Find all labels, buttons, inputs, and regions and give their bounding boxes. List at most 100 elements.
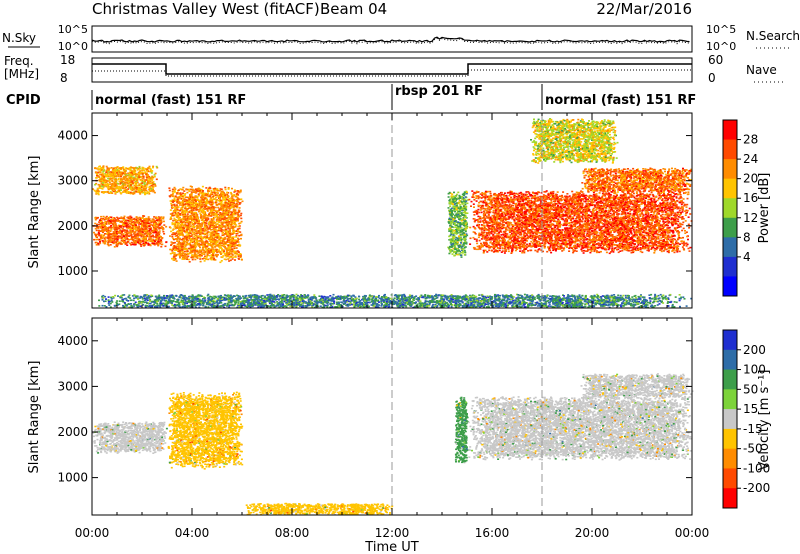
- data-cell: [106, 166, 108, 168]
- data-cell: [96, 175, 98, 177]
- data-cell: [144, 181, 146, 183]
- data-cell: [177, 223, 179, 225]
- data-cell: [228, 247, 230, 249]
- data-cell: [93, 232, 95, 234]
- data-cell: [239, 228, 241, 230]
- data-cell: [238, 192, 240, 194]
- data-cell: [126, 192, 128, 194]
- data-cell: [103, 192, 105, 194]
- data-cell: [169, 235, 171, 237]
- data-cell: [241, 221, 243, 223]
- data-cell: [110, 236, 112, 238]
- data-cell: [217, 190, 219, 192]
- data-cell: [235, 236, 237, 238]
- data-cell: [184, 248, 186, 250]
- data-cell: [116, 171, 118, 173]
- data-cell: [103, 169, 105, 171]
- data-cell: [134, 178, 136, 180]
- data-cell: [152, 182, 154, 184]
- data-cell: [97, 189, 99, 191]
- data-cell: [210, 215, 212, 217]
- data-cell: [183, 228, 185, 230]
- data-cell: [117, 240, 119, 242]
- data-cell: [130, 232, 132, 234]
- data-cell: [221, 209, 223, 211]
- data-cell: [225, 249, 227, 251]
- data-cell: [156, 230, 158, 232]
- data-cell: [204, 228, 206, 230]
- data-cell: [114, 192, 116, 194]
- data-cell: [120, 189, 122, 191]
- data-cell: [240, 213, 242, 215]
- data-cell: [190, 245, 192, 247]
- data-cell: [181, 207, 183, 209]
- data-cell: [132, 230, 134, 232]
- data-cell: [130, 235, 132, 237]
- data-cell: [108, 232, 110, 234]
- data-cell: [113, 182, 115, 184]
- data-cell: [189, 202, 191, 204]
- data-cell: [169, 249, 171, 251]
- data-cell: [116, 217, 118, 219]
- data-cell: [208, 215, 210, 217]
- data-cell: [145, 193, 147, 195]
- data-cell: [107, 174, 109, 176]
- data-cell: [127, 185, 129, 187]
- data-cell: [130, 192, 132, 194]
- data-cell: [116, 229, 118, 231]
- data-cell: [227, 219, 229, 221]
- data-cell: [208, 213, 210, 215]
- data-cell: [154, 174, 156, 176]
- data-cell: [138, 189, 140, 191]
- data-cell: [233, 248, 235, 250]
- data-cell: [239, 253, 241, 255]
- data-cell: [199, 256, 201, 258]
- data-cell: [96, 192, 98, 194]
- noise-panel: N.Sky 10^5 10^0 10^5 10^0 N.Search: [2, 23, 800, 53]
- data-cell: [147, 174, 149, 176]
- data-cell: [235, 256, 237, 258]
- data-cell: [122, 173, 124, 175]
- data-cell: [228, 188, 230, 190]
- data-cell: [103, 180, 105, 182]
- data-cell: [145, 168, 147, 170]
- data-cell: [204, 233, 206, 235]
- data-cell: [138, 173, 140, 175]
- data-cell: [146, 235, 148, 237]
- data-cell: [102, 231, 104, 233]
- data-cell: [144, 184, 146, 186]
- data-cell: [123, 229, 125, 231]
- data-cell: [162, 231, 164, 233]
- cpid-label: CPID: [6, 93, 41, 108]
- data-cell: [102, 227, 104, 229]
- data-cell: [210, 190, 212, 192]
- data-cell: [152, 218, 154, 220]
- data-cell: [132, 226, 134, 228]
- data-cell: [197, 206, 199, 208]
- data-cell: [217, 189, 219, 191]
- data-cell: [148, 178, 150, 180]
- data-cell: [198, 209, 200, 211]
- data-cell: [105, 180, 107, 182]
- data-cell: [145, 231, 147, 233]
- data-cell: [110, 186, 112, 188]
- data-cell: [152, 231, 154, 233]
- data-cell: [139, 187, 141, 189]
- data-cell: [153, 216, 155, 218]
- data-cell: [226, 192, 228, 194]
- data-cell: [175, 258, 177, 260]
- data-cell: [133, 241, 135, 243]
- data-cell: [161, 237, 163, 239]
- data-cell: [136, 167, 138, 169]
- data-cell: [206, 252, 208, 254]
- data-cell: [210, 211, 212, 213]
- data-cell: [212, 250, 214, 252]
- noise-right-tick-low: 10^0: [706, 40, 736, 53]
- data-cell: [173, 218, 175, 220]
- data-cell: [226, 208, 228, 210]
- data-cell: [112, 181, 114, 183]
- data-cell: [146, 184, 148, 186]
- data-cell: [99, 241, 101, 243]
- data-cell: [115, 244, 117, 246]
- data-cell: [210, 245, 212, 247]
